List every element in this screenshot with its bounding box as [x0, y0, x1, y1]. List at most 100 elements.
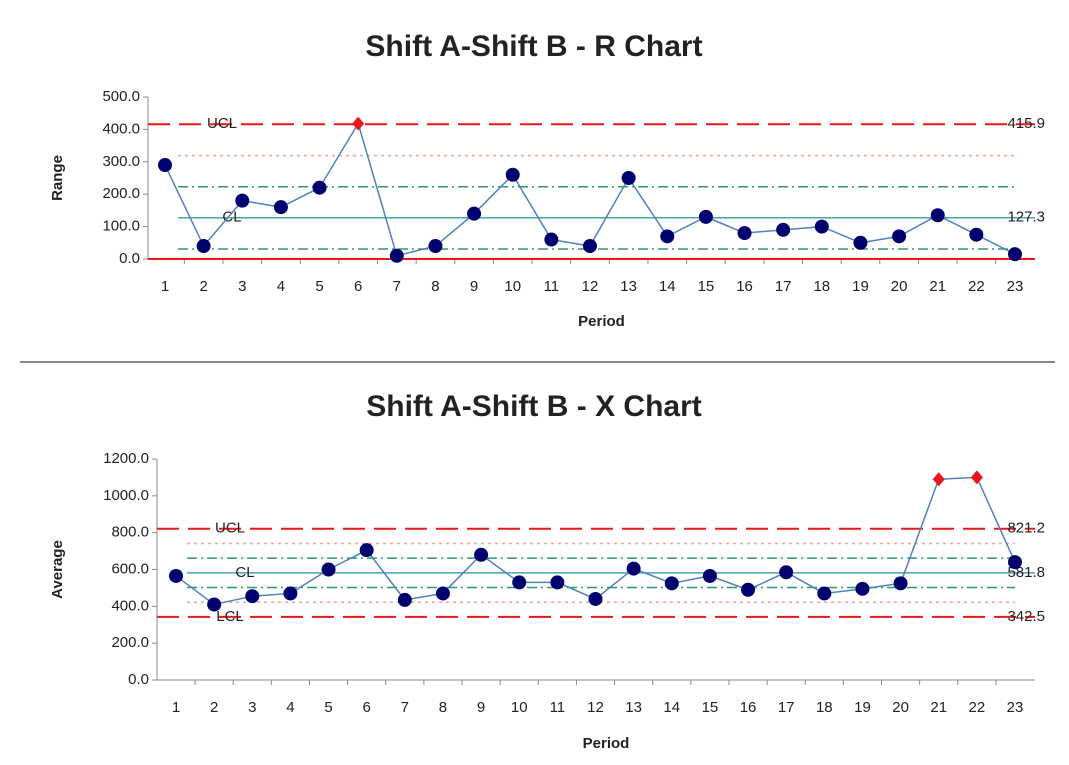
x-tick-label: 21 [929, 278, 946, 295]
limit-label: LCL [216, 608, 244, 625]
data-point [621, 171, 636, 185]
data-line [164, 121, 1016, 257]
data-point [930, 208, 945, 223]
x-tick-label: 22 [968, 278, 985, 295]
y-tick-label: 1000.0 [103, 487, 149, 504]
x-tick-label: 15 [698, 278, 715, 295]
data-point [505, 167, 520, 182]
data-point [853, 235, 868, 250]
x-tick-label: 5 [324, 699, 332, 716]
x-tick-label: 9 [470, 278, 478, 295]
x-tick-label: 5 [315, 278, 323, 295]
limit-label: CL [235, 564, 254, 581]
data-point [235, 193, 250, 208]
data-point [892, 229, 907, 244]
x-tick-label: 6 [354, 278, 362, 295]
data-point [1008, 247, 1022, 262]
data-point [626, 561, 641, 576]
y-tick-label: 400.0 [111, 597, 149, 614]
x-tick-label: 17 [775, 278, 792, 295]
x-tick-label: 2 [210, 699, 218, 716]
out-of-control-point [932, 472, 945, 487]
x-tick-label: 6 [363, 699, 371, 716]
x-tick-label: 23 [1007, 278, 1024, 295]
y-tick-label: 200.0 [111, 634, 149, 651]
x-tick-label: 19 [852, 278, 869, 295]
data-point [664, 576, 679, 591]
data-point [544, 232, 559, 247]
x-tick-label: 11 [544, 278, 560, 295]
limit-value: 415.9 [1007, 115, 1045, 132]
x-tick-label: 18 [816, 699, 833, 716]
y-tick-label: 100.0 [102, 218, 140, 235]
y-tick-label: 0.0 [119, 250, 140, 267]
data-point [283, 586, 298, 601]
chart-title: Shift A-Shift B - X Chart [366, 390, 702, 423]
x-tick-label: 12 [587, 699, 604, 716]
x-tick-label: 17 [778, 699, 795, 716]
data-point [428, 239, 443, 254]
data-point [158, 158, 172, 173]
data-point [741, 582, 756, 597]
data-point [474, 547, 489, 562]
x-tick-label: 1 [161, 278, 169, 295]
data-point [817, 586, 832, 601]
limit-label: UCL [215, 520, 245, 537]
x-tick-label: 1 [172, 699, 180, 716]
x-tick-label: 9 [477, 699, 485, 716]
data-point [583, 239, 597, 254]
y-tick-label: 800.0 [111, 524, 149, 541]
x-tick-label: 14 [663, 699, 680, 716]
y-tick-label: 400.0 [102, 120, 140, 137]
data-point [702, 568, 717, 583]
data-point [321, 562, 336, 577]
data-point [588, 591, 603, 606]
data-point [779, 565, 794, 580]
limit-value: 342.5 [1007, 608, 1045, 625]
limit-label: UCL [207, 115, 237, 132]
x-tick-label: 2 [199, 278, 207, 295]
x-tick-label: 10 [504, 278, 521, 295]
x-tick-label: 22 [969, 699, 986, 716]
data-point [273, 200, 288, 215]
data-point [397, 592, 412, 607]
data-point [969, 227, 984, 242]
data-point [467, 206, 482, 221]
x-tick-label: 13 [620, 278, 637, 295]
x-tick-label: 4 [277, 278, 285, 295]
x-tick-label: 4 [286, 699, 294, 716]
y-tick-label: 500.0 [102, 88, 140, 105]
x-tick-label: 10 [511, 699, 528, 716]
limit-label: CL [222, 209, 241, 226]
data-point [660, 229, 675, 244]
data-point [359, 543, 374, 558]
data-point [245, 589, 260, 604]
x-tick-label: 19 [854, 699, 871, 716]
x-axis-title: Period [578, 313, 625, 330]
x-tick-label: 21 [930, 699, 947, 716]
x-tick-label: 8 [431, 278, 439, 295]
x-tick-label: 3 [248, 699, 256, 716]
data-point [169, 568, 183, 583]
y-tick-label: 0.0 [128, 671, 149, 688]
x-tick-label: 7 [401, 699, 409, 716]
data-point [389, 248, 404, 263]
data-point [737, 226, 752, 241]
x-tick-label: 7 [393, 278, 401, 295]
x-tick-label: 13 [625, 699, 642, 716]
data-point [312, 180, 327, 195]
y-axis-title: Average [49, 540, 66, 599]
x-tick-label: 14 [659, 278, 676, 295]
data-point [435, 586, 450, 601]
x-tick-label: 11 [550, 699, 566, 716]
y-tick-label: 1200.0 [103, 450, 149, 467]
x-tick-label: 20 [892, 699, 909, 716]
data-point [1008, 555, 1022, 570]
data-point [893, 576, 908, 591]
data-point [855, 581, 870, 596]
limit-value: 127.3 [1007, 209, 1045, 226]
data-point [698, 209, 713, 224]
y-tick-label: 200.0 [102, 185, 140, 202]
